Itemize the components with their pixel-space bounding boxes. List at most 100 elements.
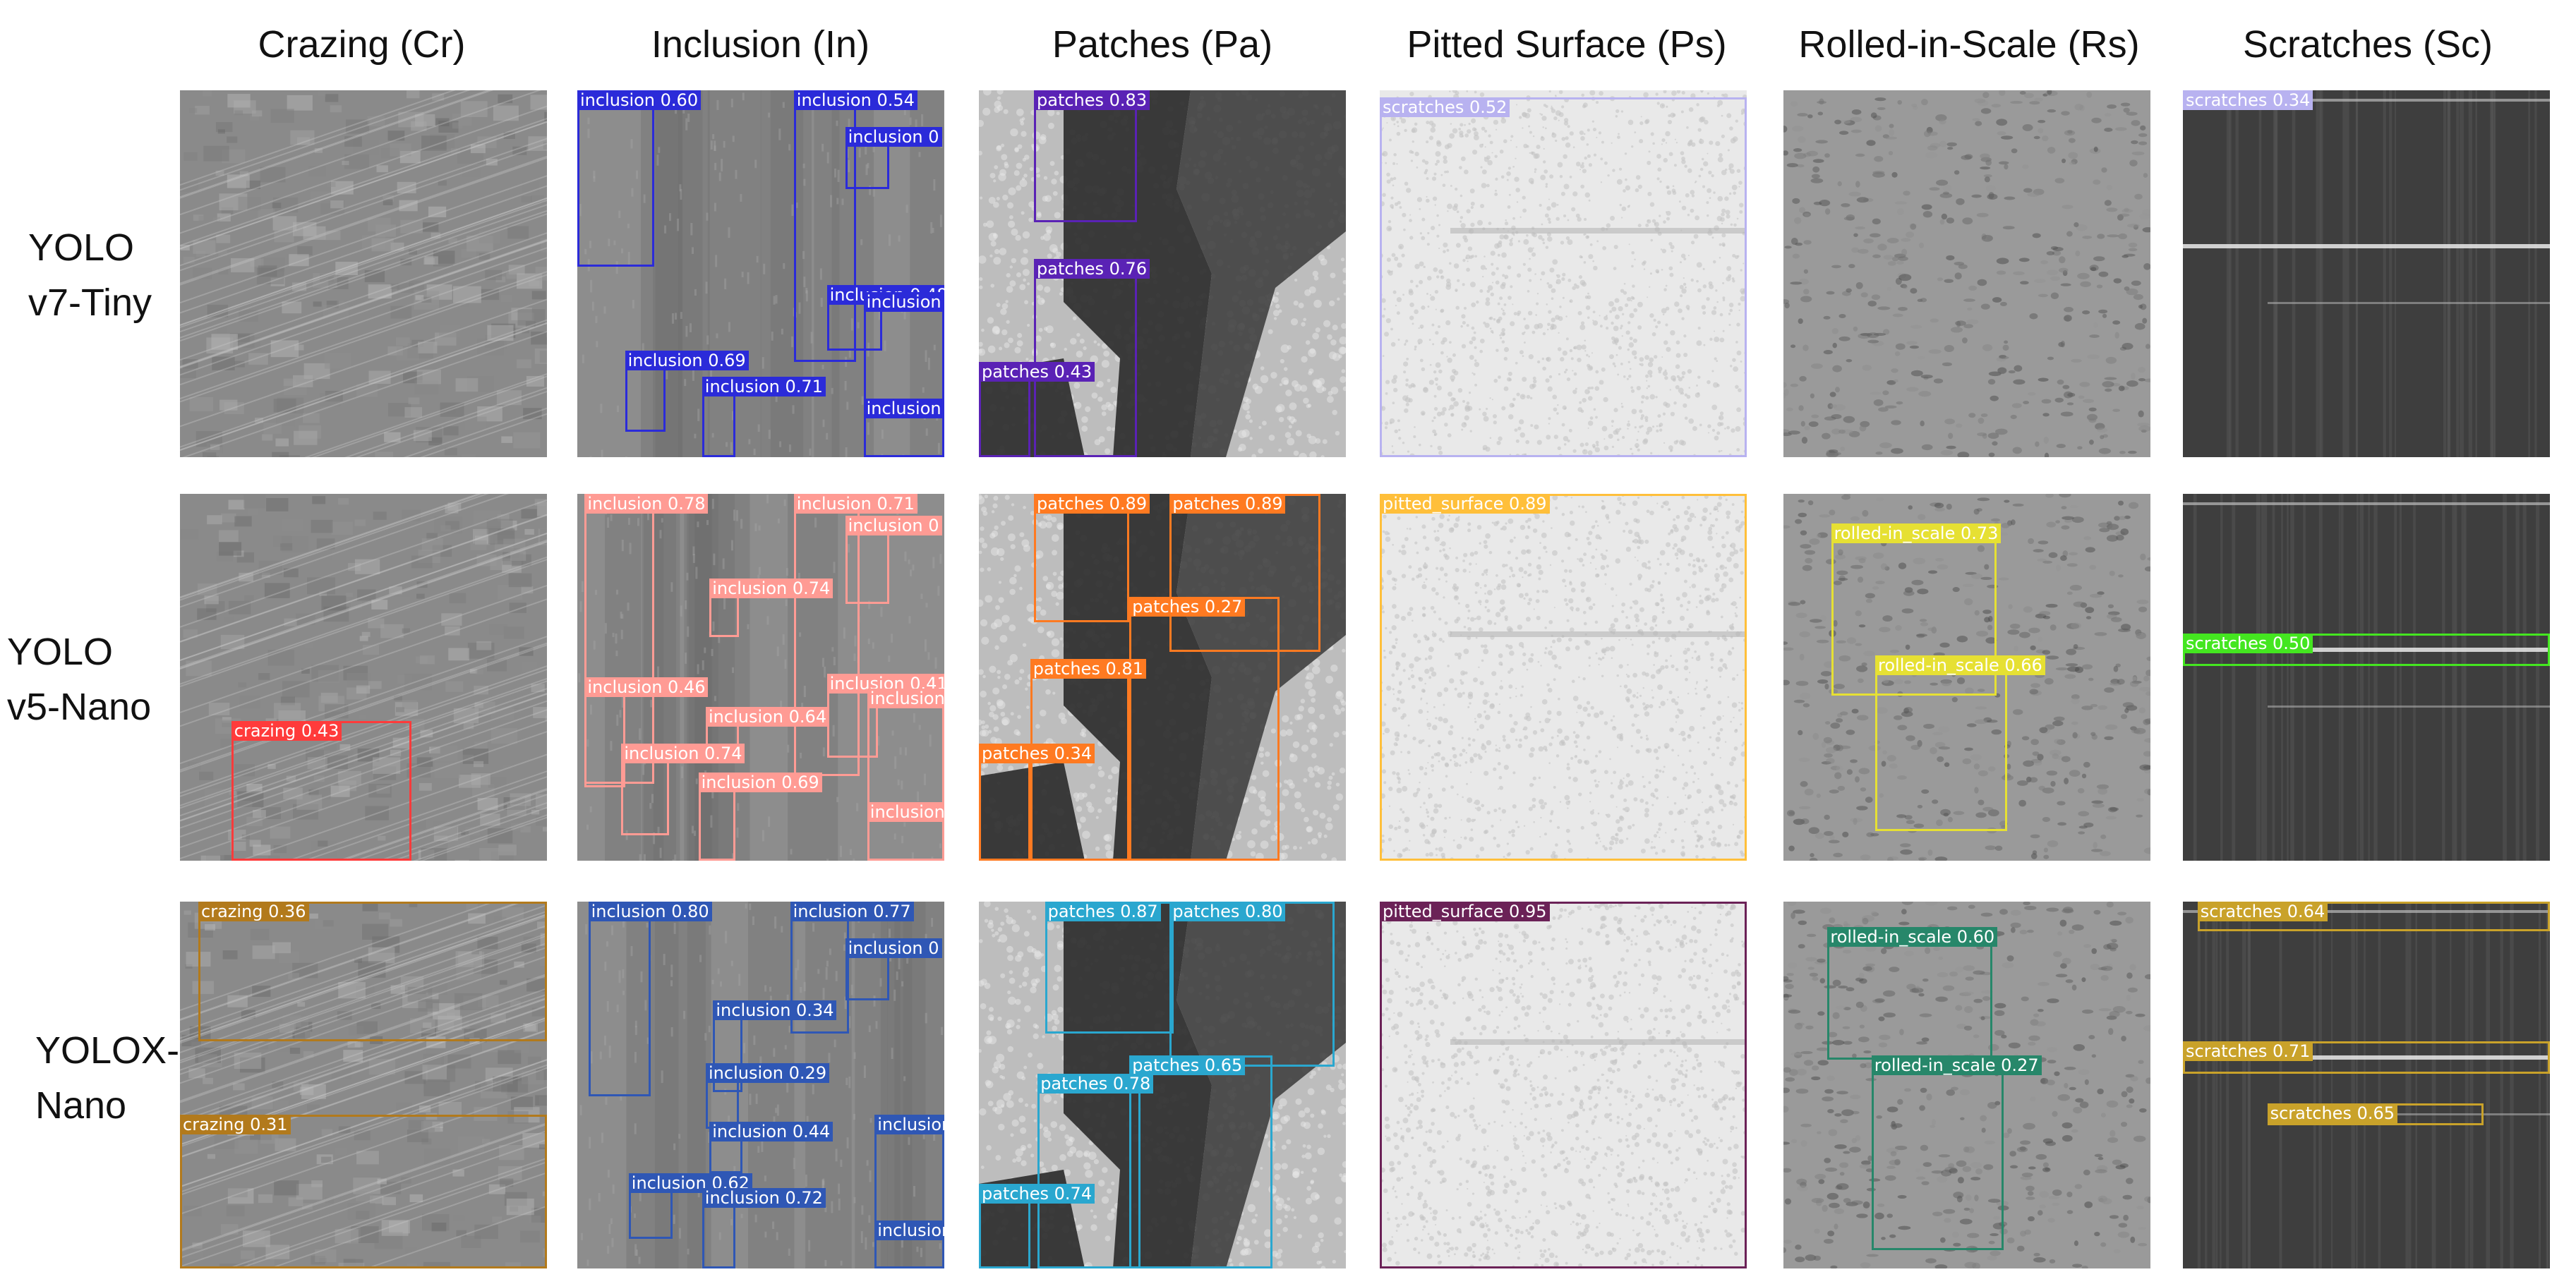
detection-label: inclusion 0.78	[584, 494, 709, 514]
detection-label: inclusion 0.44	[709, 1122, 833, 1141]
detection-box: patches 0.87	[1045, 902, 1174, 1034]
defect-texture	[180, 90, 547, 457]
defect-texture	[1380, 494, 1747, 861]
detection-label: inclusion 0.54	[793, 90, 917, 110]
detection-box: inclusion 0.71	[702, 376, 826, 457]
detection-label: patches 0.34	[979, 743, 1095, 763]
detection-label: scratches 0.34	[2183, 90, 2313, 110]
detection-label: inclusion	[863, 292, 944, 312]
tile-v7-cr	[180, 90, 547, 457]
column-header-rolled-in-scale: Rolled-in-Scale (Rs)	[1798, 23, 2140, 66]
detection-label: rolled-in_scale 0.27	[1871, 1055, 2042, 1076]
detection-box: patches 0.65	[1129, 1055, 1272, 1268]
detection-label: inclusion	[863, 398, 944, 418]
detection-box: inclusion	[863, 398, 944, 457]
detection-box: pitted_surface 0.95	[1380, 902, 1747, 1268]
detection-box: inclusion 0.60	[577, 90, 702, 267]
defect-texture	[1380, 90, 1747, 457]
detection-label: inclusion 0.77	[790, 902, 914, 921]
column-header-crazing: Crazing (Cr)	[258, 23, 466, 66]
row-label-line: YOLO	[7, 631, 114, 673]
detection-box: pitted_surface 0.89	[1380, 494, 1747, 861]
detection-box: patches 0.43	[979, 361, 1095, 457]
detection-label: patches 0.89	[1169, 494, 1286, 514]
detection-box: inclusion	[867, 801, 944, 861]
row-label-line: YOLOX-	[35, 1029, 180, 1072]
tile-v5-ps: pitted_surface 0.89	[1380, 494, 1747, 861]
detection-label: inclusion 0.74	[621, 743, 745, 763]
row-label-line: Nano	[35, 1084, 127, 1127]
detection-label: patches 0.27	[1129, 596, 1246, 617]
detection-box: rolled-in_scale 0.27	[1871, 1055, 2042, 1250]
detection-box: patches 0.34	[979, 743, 1095, 861]
detection-box: scratches 0.65	[2267, 1103, 2484, 1126]
defect-texture	[1783, 90, 2150, 457]
detection-label: patches 0.81	[1030, 659, 1146, 679]
detection-label: inclusion 0.80	[588, 902, 712, 921]
detection-box: scratches 0.50	[2183, 633, 2550, 667]
detection-label: inclusion	[874, 1114, 944, 1134]
detection-box: inclusion 0.69	[625, 351, 749, 432]
detection-box: rolled-in_scale 0.60	[1827, 927, 1998, 1060]
detection-box: inclusion 0.80	[588, 902, 712, 1096]
detection-box: inclusion 0.54	[793, 90, 917, 362]
detection-label: scratches 0.52	[1380, 97, 1510, 118]
detection-label: inclusion 0	[845, 127, 942, 147]
row-label-yolov5-nano: YOLO v5-Nano	[7, 624, 176, 734]
detection-label: patches 0.74	[979, 1184, 1095, 1204]
detection-label: inclusion 0.69	[698, 773, 822, 793]
detection-box: inclusion 0.72	[702, 1187, 826, 1268]
defect-texture	[2183, 494, 2550, 861]
detection-box: inclusion	[867, 688, 944, 861]
tile-v7-in: inclusion 0.60 inclusion 0.54 inclusion 0 i…	[577, 90, 944, 457]
tile-x-sc: scratches 0.64 scratches 0.71 scratches 0.…	[2183, 902, 2550, 1268]
detection-box: rolled-in_scale 0.73	[1831, 523, 2002, 696]
defect-texture	[2183, 90, 2550, 457]
tile-v7-sc: scratches 0.34	[2183, 90, 2550, 457]
detection-label: inclusion	[874, 1221, 944, 1241]
detection-box: inclusion 0	[845, 938, 942, 1001]
detection-label: patches 0.65	[1129, 1055, 1246, 1076]
detection-label: patches 0.76	[1034, 259, 1150, 279]
column-header-inclusion: Inclusion (In)	[651, 23, 870, 66]
detection-label: inclusion 0.71	[793, 494, 917, 514]
detection-box: patches 0.74	[979, 1184, 1095, 1268]
detection-label: inclusion 0.34	[713, 1000, 837, 1021]
detection-box: inclusion 0.44	[709, 1122, 833, 1173]
detection-label: rolled-in_scale 0.60	[1827, 927, 1998, 947]
detection-box: inclusion 0	[845, 127, 942, 190]
detection-label: inclusion 0	[845, 516, 942, 536]
defect-texture	[1783, 494, 2150, 861]
detection-label: patches 0.87	[1045, 902, 1161, 921]
detection-box: inclusion 0.78	[584, 494, 709, 784]
detection-box: patches 0.81	[1030, 659, 1146, 861]
detection-label: inclusion 0	[845, 938, 942, 958]
detection-label: pitted_surface 0.89	[1380, 494, 1550, 514]
tile-x-cr: crazing 0.36 crazing 0.31	[180, 902, 547, 1268]
detection-box: inclusion 0.46	[584, 677, 709, 787]
detection-label: inclusion 0.29	[706, 1062, 830, 1083]
detection-box: patches 0.80	[1169, 902, 1335, 1067]
detection-box: inclusion 0.34	[713, 1000, 837, 1093]
detection-box: inclusion 0.29	[706, 1062, 830, 1129]
row-label-line: v5-Nano	[7, 686, 152, 728]
tile-v7-pa: patches 0.83 patches 0.76 patches 0.43	[979, 90, 1346, 457]
defect-texture	[180, 902, 547, 1268]
detection-label: crazing 0.36	[198, 902, 309, 921]
defect-texture	[2183, 902, 2550, 1268]
detection-box: inclusion 0.77	[790, 902, 914, 1034]
detection-box: inclusion 0.74	[709, 578, 833, 637]
detection-box: rolled-in_scale 0.66	[1875, 655, 2045, 832]
detection-label: inclusion 0.72	[702, 1187, 826, 1208]
detection-label: scratches 0.65	[2267, 1103, 2398, 1123]
column-header-scratches: Scratches (Sc)	[2242, 23, 2493, 66]
detection-label: patches 0.43	[979, 361, 1095, 382]
tile-x-ps: pitted_surface 0.95	[1380, 902, 1747, 1268]
row-label-line: v7-Tiny	[28, 281, 152, 324]
detection-label: crazing 0.43	[231, 721, 342, 741]
detection-box: scratches 0.34	[2183, 90, 2313, 110]
defect-texture	[979, 494, 1346, 861]
defect-texture	[180, 494, 547, 861]
detection-box: inclusion 0.62	[628, 1173, 752, 1240]
row-label-yolox-nano: YOLOX- Nano	[35, 1023, 205, 1133]
